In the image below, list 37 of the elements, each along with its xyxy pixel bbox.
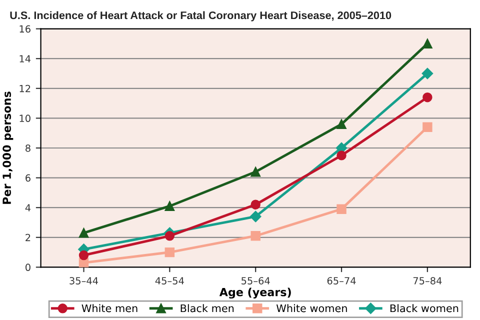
point <box>164 247 175 258</box>
x-tick-label: 45–54 <box>155 277 184 284</box>
point <box>422 122 432 132</box>
y-tick-label: 12 <box>20 84 30 92</box>
legend-label: Black women <box>390 304 458 312</box>
y-tick-label: 4 <box>25 204 31 212</box>
x-tick-label: 35–44 <box>70 277 98 284</box>
y-tick-label: 6 <box>26 174 30 182</box>
y-tick-label: 0 <box>26 264 30 272</box>
point <box>336 119 346 130</box>
point <box>78 228 89 238</box>
legend-label: White men <box>82 304 138 312</box>
chart-title: U.S. Incidence of Heart Attack or Fatal Coronary Heart Disease, 2005–2010 <box>10 11 392 22</box>
point <box>422 68 434 80</box>
point <box>250 166 260 177</box>
x-tick-label: 55–64 <box>242 277 270 284</box>
point <box>336 204 346 214</box>
point <box>164 201 175 211</box>
point <box>250 231 260 241</box>
y-tick-label: 10 <box>20 114 30 122</box>
y-tick-label: 2 <box>26 234 30 242</box>
point <box>78 250 89 260</box>
point <box>422 38 432 49</box>
y-tick-label: 8 <box>26 144 30 152</box>
x-axis-title: Age (years) <box>219 288 291 299</box>
x-tick-label: 65–74 <box>327 277 356 284</box>
y-axis-title: Per 1,000 persons <box>2 92 14 204</box>
x-tick-label: 75–84 <box>413 277 442 284</box>
point <box>250 200 260 210</box>
point <box>336 150 346 160</box>
point <box>422 92 432 102</box>
legend-label: Black men <box>180 304 234 312</box>
y-tick-label: 16 <box>20 25 30 33</box>
legend-label: White women <box>276 304 347 312</box>
y-tick-label: 14 <box>20 55 31 62</box>
point <box>164 231 175 241</box>
point <box>250 210 262 222</box>
